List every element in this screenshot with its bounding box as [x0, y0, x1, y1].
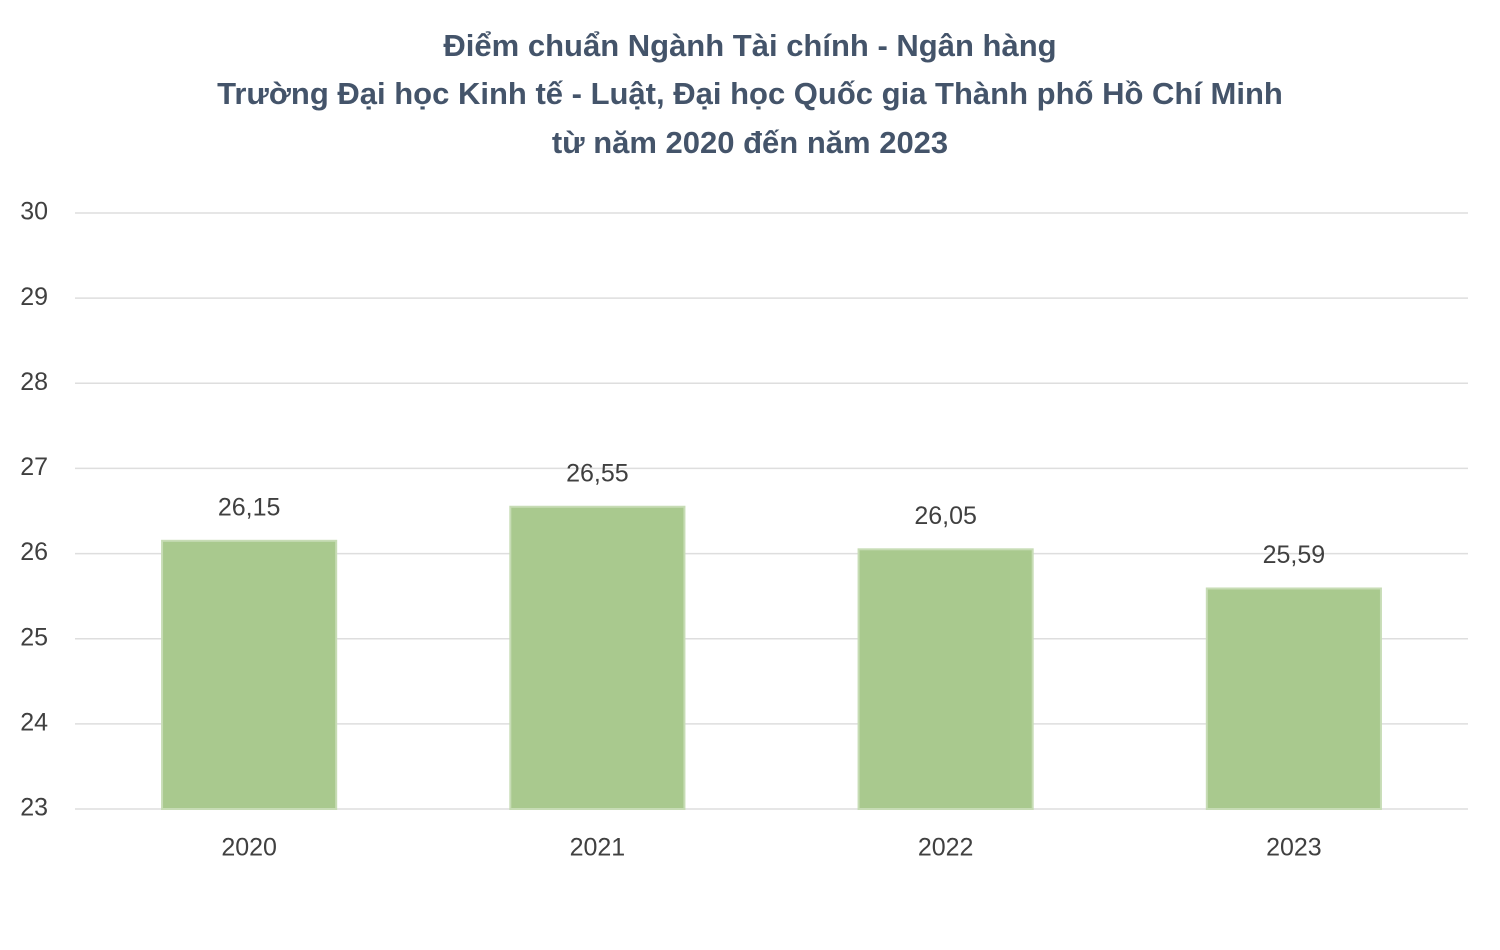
- bar: [1205, 587, 1382, 810]
- chart-title: Điểm chuẩn Ngành Tài chính - Ngân hàng: [443, 28, 1056, 63]
- value-label: 26,15: [218, 493, 281, 521]
- y-tick-label: 29: [20, 283, 48, 311]
- y-tick-label: 24: [20, 708, 48, 736]
- value-label: 26,55: [566, 459, 629, 487]
- bar: [857, 548, 1034, 810]
- x-tick-label: 2021: [570, 834, 626, 862]
- y-tick-label: 28: [20, 368, 48, 396]
- y-tick-label: 25: [20, 623, 48, 651]
- chart-title: từ năm 2020 đến năm 2023: [552, 125, 948, 160]
- x-tick-label: 2020: [221, 834, 277, 862]
- y-tick-label: 23: [20, 794, 48, 822]
- value-label: 26,05: [914, 502, 977, 530]
- bar: [509, 505, 686, 810]
- y-tick-label: 26: [20, 538, 48, 566]
- x-tick-label: 2022: [918, 834, 974, 862]
- y-tick-label: 30: [20, 198, 48, 226]
- chart-title: Trường Đại học Kinh tế - Luật, Đại học Q…: [217, 76, 1283, 111]
- x-tick-label: 2023: [1266, 834, 1322, 862]
- value-label: 25,59: [1263, 541, 1326, 569]
- y-tick-label: 27: [20, 453, 48, 481]
- bar: [161, 539, 338, 810]
